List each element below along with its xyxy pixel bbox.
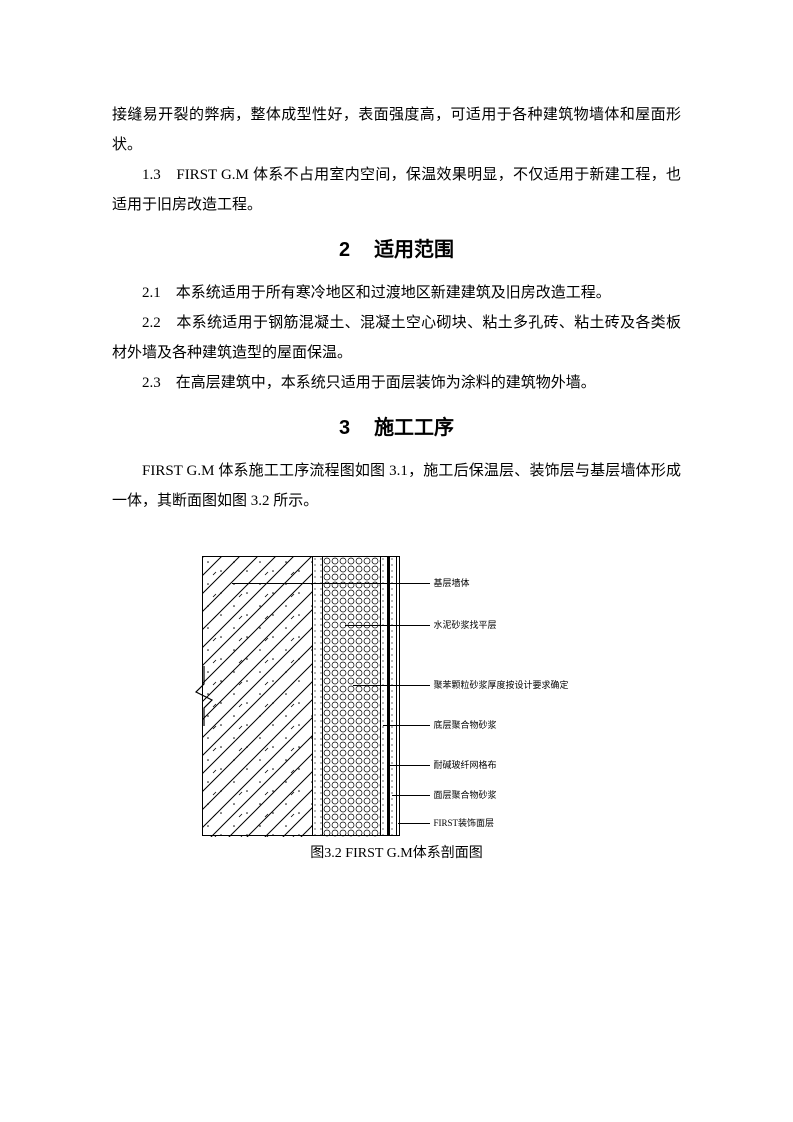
diagram-labels: 基层墙体水泥砂浆找平层聚苯颗粒砂浆厚度按设计要求确定底层聚合物砂浆耐碱玻纤网格布… (400, 556, 592, 836)
layer-bottom-polymer (380, 556, 387, 836)
figure-caption: 图3.2 FIRST G.M体系剖面图 (202, 840, 592, 868)
layer-base-wall (202, 556, 312, 836)
diagram-label-text: 聚苯颗粒砂浆厚度按设计要求确定 (434, 676, 569, 694)
section-3-title: 施工工序 (374, 417, 454, 439)
diagram-label: 底层聚合物砂浆 (383, 716, 497, 734)
section-3-number: 3 (339, 417, 350, 439)
layer-cement-mortar (312, 556, 322, 836)
paragraph-2-2: 2.2 本系统适用于钢筋混凝土、混凝土空心砌块、粘土多孔砖、粘土砖及各类板材外墙… (112, 308, 681, 368)
figure-3-2: 基层墙体水泥砂浆找平层聚苯颗粒砂浆厚度按设计要求确定底层聚合物砂浆耐碱玻纤网格布… (202, 556, 592, 868)
diagram-label-text: 基层墙体 (434, 574, 470, 592)
diagram-label: 聚苯颗粒砂浆厚度按设计要求确定 (353, 676, 569, 694)
diagram-label-text: FIRST装饰面层 (434, 814, 495, 832)
diagram-label: 耐碱玻纤网格布 (389, 756, 497, 774)
diagram-label-text: 水泥砂浆找平层 (434, 616, 497, 634)
hatch-pattern-icon (203, 557, 313, 837)
layer-polystyrene-granular (322, 556, 380, 836)
paragraph-2-1: 2.1 本系统适用于所有寒冷地区和过渡地区新建建筑及旧房改造工程。 (112, 278, 681, 308)
diagram-label: FIRST装饰面层 (398, 814, 495, 832)
section-2-number: 2 (339, 239, 350, 261)
leader-line (392, 795, 430, 796)
diagram-label: 水泥砂浆找平层 (345, 616, 497, 634)
section-3-heading: 3 施工工序 (112, 408, 681, 448)
diagram-label: 面层聚合物砂浆 (392, 786, 497, 804)
diagram-label-text: 面层聚合物砂浆 (434, 786, 497, 804)
section-2-heading: 2 适用范围 (112, 230, 681, 270)
paragraph-3-intro: FIRST G.M 体系施工工序流程图如图 3.1，施工后保温层、装饰层与基层墙… (112, 456, 681, 516)
diagram-label-text: 底层聚合物砂浆 (434, 716, 497, 734)
paragraph-1-3: 1.3 FIRST G.M 体系不占用室内空间，保温效果明显，不仅适用于新建工程… (112, 160, 681, 220)
section-2-title: 适用范围 (374, 239, 454, 261)
granular-pattern-icon (323, 557, 381, 837)
continuation-paragraph: 接缝易开裂的弊病，整体成型性好，表面强度高，可适用于各种建筑物墙体和屋面形状。 (112, 100, 681, 160)
diagram-label: 基层墙体 (232, 574, 470, 592)
leader-line (232, 583, 430, 584)
paragraph-2-3: 2.3 在高层建筑中，本系统只适用于面层装饰为涂料的建筑物外墙。 (112, 368, 681, 398)
cross-section-diagram: 基层墙体水泥砂浆找平层聚苯颗粒砂浆厚度按设计要求确定底层聚合物砂浆耐碱玻纤网格布… (202, 556, 592, 836)
leader-line (345, 625, 430, 626)
diagram-label-text: 耐碱玻纤网格布 (434, 756, 497, 774)
leader-line (398, 823, 430, 824)
leader-line (383, 725, 430, 726)
leader-line (389, 765, 430, 766)
leader-line (353, 685, 430, 686)
